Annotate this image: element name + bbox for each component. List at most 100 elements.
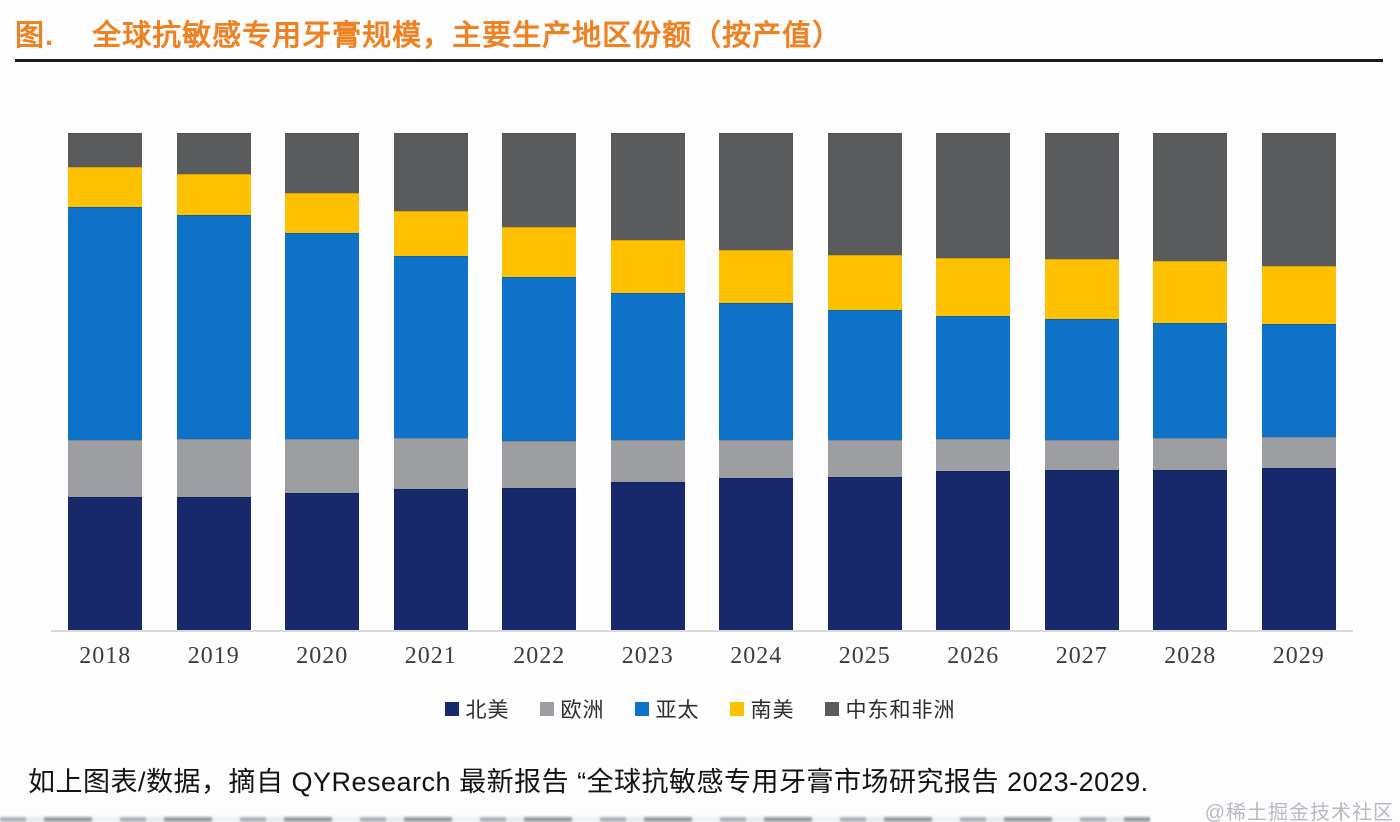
bar-segment-北美	[719, 478, 794, 630]
bar-segment-欧洲	[68, 439, 143, 497]
legend-label: 南美	[750, 699, 795, 722]
legend-swatch-icon	[824, 702, 839, 716]
bar-segment-南美	[68, 167, 143, 208]
bar-slot	[594, 133, 703, 630]
legend-swatch-icon	[444, 702, 459, 716]
bar-slot	[1245, 133, 1354, 630]
bar-segment-亚太	[285, 233, 360, 440]
legend: 北美 欧洲 亚太 南美 中东和非洲	[0, 694, 1400, 724]
bar-segment-亚太	[1044, 318, 1119, 441]
legend-label: 亚太	[655, 699, 700, 722]
bar-segment-中东和非洲	[827, 133, 902, 255]
x-axis-labels: 2018 2019 2020 2021 2022 2023 2024 2025 2026 2027…	[51, 643, 1353, 670]
source-note: 如上图表/数据，摘自 QYResearch 最新报告 “全球抗敏感专用牙膏市场研…	[28, 767, 1149, 797]
figure-label: 图.	[15, 20, 55, 52]
x-axis-label-2020: 2020	[296, 643, 349, 669]
legend-item-欧洲: 欧洲	[539, 694, 605, 724]
bar-segment-亚太	[1153, 322, 1228, 439]
bar-segment-亚太	[719, 302, 794, 441]
bar-segment-南美	[285, 192, 360, 234]
bar-segment-欧洲	[502, 441, 577, 489]
bar-slot	[919, 133, 1028, 630]
bar-2024	[719, 133, 794, 630]
bar-segment-中东和非洲	[1153, 133, 1228, 261]
bar-segment-南美	[1044, 258, 1119, 319]
bar-segment-亚太	[827, 309, 902, 440]
legend-swatch-icon	[729, 702, 744, 716]
bar-2022	[502, 133, 577, 630]
bar-segment-南美	[719, 249, 794, 303]
bar-segment-中东和非洲	[1261, 133, 1336, 266]
bar-segment-南美	[610, 239, 685, 294]
bar-segment-中东和非洲	[176, 133, 251, 175]
bar-segment-北美	[176, 496, 251, 630]
legend-swatch-icon	[634, 702, 649, 716]
bar-slot	[702, 133, 811, 630]
bar-segment-亚太	[68, 207, 143, 440]
bar-segment-欧洲	[1153, 438, 1228, 471]
bar-2029	[1261, 133, 1336, 630]
bar-segment-亚太	[176, 215, 251, 439]
bar-segment-亚太	[936, 315, 1011, 440]
bar-segment-欧洲	[610, 439, 685, 482]
bar-2028	[1153, 133, 1228, 630]
bar-segment-南美	[827, 254, 902, 310]
legend-item-南美: 南美	[729, 694, 795, 724]
legend-label: 欧洲	[560, 699, 605, 722]
legend-label: 中东和非洲	[845, 699, 956, 722]
watermark: @稀土掘金技术社区	[1204, 802, 1394, 822]
stacked-bar-chart	[51, 133, 1353, 632]
bar-slot	[811, 133, 920, 630]
bar-segment-南美	[936, 257, 1011, 316]
bar-slot	[1136, 133, 1245, 630]
bar-segment-欧洲	[827, 439, 902, 477]
bar-segment-北美	[936, 471, 1011, 630]
chart-title: 全球抗敏感专用牙膏规模，主要生产地区份额（按产值）	[92, 20, 843, 52]
bar-segment-中东和非洲	[502, 133, 577, 228]
bar-segment-中东和非洲	[1044, 133, 1119, 259]
bar-2021	[393, 133, 468, 630]
bar-segment-南美	[1153, 260, 1228, 323]
bar-2027	[1044, 133, 1119, 630]
bar-segment-南美	[393, 210, 468, 257]
bar-segment-欧洲	[1044, 440, 1119, 471]
legend-item-亚太: 亚太	[634, 694, 700, 724]
bar-segment-欧洲	[719, 440, 794, 479]
bar-segment-北美	[1261, 468, 1336, 630]
x-axis-label-2024: 2024	[730, 643, 783, 669]
x-axis-label-2025: 2025	[838, 643, 891, 669]
x-axis-label-2021: 2021	[404, 643, 457, 669]
bar-segment-中东和非洲	[393, 133, 468, 211]
legend-label: 北美	[465, 699, 510, 722]
bar-slot	[160, 133, 269, 630]
bar-segment-中东和非洲	[610, 133, 685, 240]
bar-segment-中东和非洲	[719, 133, 794, 250]
chart-header: 图. 全球抗敏感专用牙膏规模，主要生产地区份额（按产值）	[15, 12, 842, 54]
bar-segment-北美	[285, 493, 360, 630]
bar-segment-亚太	[1261, 323, 1336, 438]
bar-slot	[377, 133, 486, 630]
bar-segment-南美	[1261, 265, 1336, 324]
x-axis-label-2029: 2029	[1272, 643, 1325, 669]
x-axis-label-2027: 2027	[1055, 643, 1108, 669]
title-underline	[15, 59, 1383, 62]
bar-2026	[936, 133, 1011, 630]
bar-segment-中东和非洲	[285, 133, 360, 193]
bar-2023	[610, 133, 685, 630]
bar-segment-欧洲	[1261, 437, 1336, 469]
legend-swatch-icon	[539, 702, 554, 716]
x-axis-label-2022: 2022	[513, 643, 566, 669]
bar-2018	[68, 133, 143, 630]
x-axis-label-2019: 2019	[187, 643, 240, 669]
bar-segment-亚太	[393, 256, 468, 439]
bar-segment-南美	[176, 174, 251, 216]
cut-off-bottom-row	[0, 817, 1150, 822]
legend-item-中东和非洲: 中东和非洲	[824, 694, 956, 724]
bar-2019	[176, 133, 251, 630]
bar-slot	[485, 133, 594, 630]
x-axis-label-2018: 2018	[79, 643, 132, 669]
bar-segment-中东和非洲	[68, 133, 143, 168]
bar-segment-欧洲	[176, 438, 251, 497]
bar-segment-北美	[68, 496, 143, 630]
